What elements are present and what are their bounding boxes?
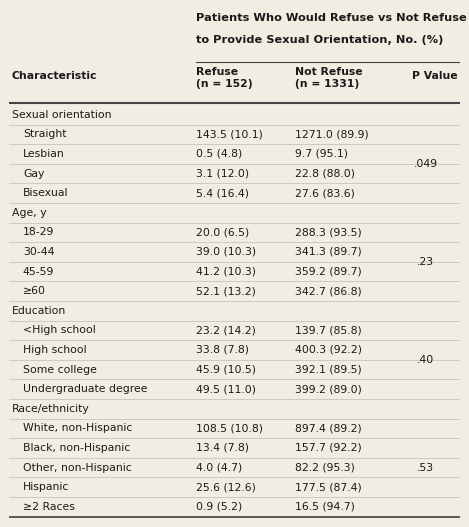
Text: Straight: Straight bbox=[23, 129, 67, 139]
Text: ≥2 Races: ≥2 Races bbox=[23, 502, 75, 512]
Text: 392.1 (89.5): 392.1 (89.5) bbox=[295, 365, 362, 375]
Text: 20.0 (6.5): 20.0 (6.5) bbox=[196, 227, 250, 237]
Text: 25.6 (12.6): 25.6 (12.6) bbox=[196, 482, 256, 492]
Text: 399.2 (89.0): 399.2 (89.0) bbox=[295, 384, 362, 394]
Text: Sexual orientation: Sexual orientation bbox=[12, 110, 111, 120]
Text: 27.6 (83.6): 27.6 (83.6) bbox=[295, 188, 355, 198]
Text: Undergraduate degree: Undergraduate degree bbox=[23, 384, 147, 394]
Text: 16.5 (94.7): 16.5 (94.7) bbox=[295, 502, 355, 512]
Text: 39.0 (10.3): 39.0 (10.3) bbox=[196, 247, 257, 257]
Text: High school: High school bbox=[23, 345, 86, 355]
Text: White, non-Hispanic: White, non-Hispanic bbox=[23, 423, 132, 433]
Text: 0.9 (5.2): 0.9 (5.2) bbox=[196, 502, 242, 512]
Text: .40: .40 bbox=[417, 355, 434, 365]
Text: Characteristic: Characteristic bbox=[12, 72, 97, 81]
Text: 139.7 (85.8): 139.7 (85.8) bbox=[295, 325, 362, 335]
Text: 18-29: 18-29 bbox=[23, 227, 54, 237]
Text: to Provide Sexual Orientation, No. (%): to Provide Sexual Orientation, No. (%) bbox=[196, 35, 444, 45]
Text: 177.5 (87.4): 177.5 (87.4) bbox=[295, 482, 362, 492]
Text: 52.1 (13.2): 52.1 (13.2) bbox=[196, 286, 256, 296]
Text: 41.2 (10.3): 41.2 (10.3) bbox=[196, 267, 256, 277]
Text: Patients Who Would Refuse vs Not Refuse: Patients Who Would Refuse vs Not Refuse bbox=[196, 13, 467, 23]
Text: 0.5 (4.8): 0.5 (4.8) bbox=[196, 149, 242, 159]
Text: 4.0 (4.7): 4.0 (4.7) bbox=[196, 463, 242, 473]
Text: Black, non-Hispanic: Black, non-Hispanic bbox=[23, 443, 130, 453]
Text: 400.3 (92.2): 400.3 (92.2) bbox=[295, 345, 362, 355]
Text: 30-44: 30-44 bbox=[23, 247, 54, 257]
Text: 341.3 (89.7): 341.3 (89.7) bbox=[295, 247, 362, 257]
Text: Gay: Gay bbox=[23, 169, 44, 179]
Text: 5.4 (16.4): 5.4 (16.4) bbox=[196, 188, 249, 198]
Text: 82.2 (95.3): 82.2 (95.3) bbox=[295, 463, 355, 473]
Text: 33.8 (7.8): 33.8 (7.8) bbox=[196, 345, 249, 355]
Text: 897.4 (89.2): 897.4 (89.2) bbox=[295, 423, 362, 433]
Text: Not Refuse
(n = 1331): Not Refuse (n = 1331) bbox=[295, 67, 363, 89]
Text: 23.2 (14.2): 23.2 (14.2) bbox=[196, 325, 256, 335]
Text: 108.5 (10.8): 108.5 (10.8) bbox=[196, 423, 263, 433]
Text: <High school: <High school bbox=[23, 325, 96, 335]
Text: Refuse
(n = 152): Refuse (n = 152) bbox=[196, 67, 253, 89]
Text: .53: .53 bbox=[417, 463, 434, 473]
Text: Lesbian: Lesbian bbox=[23, 149, 65, 159]
Text: 342.7 (86.8): 342.7 (86.8) bbox=[295, 286, 362, 296]
Text: Race/ethnicity: Race/ethnicity bbox=[12, 404, 90, 414]
Text: .049: .049 bbox=[414, 159, 438, 169]
Text: Some college: Some college bbox=[23, 365, 97, 375]
Text: 1271.0 (89.9): 1271.0 (89.9) bbox=[295, 129, 369, 139]
Text: 13.4 (7.8): 13.4 (7.8) bbox=[196, 443, 249, 453]
Text: 45-59: 45-59 bbox=[23, 267, 54, 277]
Text: 9.7 (95.1): 9.7 (95.1) bbox=[295, 149, 348, 159]
Text: 22.8 (88.0): 22.8 (88.0) bbox=[295, 169, 356, 179]
Text: ≥60: ≥60 bbox=[23, 286, 46, 296]
Text: P Value: P Value bbox=[412, 72, 458, 81]
Text: 45.9 (10.5): 45.9 (10.5) bbox=[196, 365, 256, 375]
Text: 143.5 (10.1): 143.5 (10.1) bbox=[196, 129, 263, 139]
Text: .23: .23 bbox=[417, 257, 434, 267]
Text: Other, non-Hispanic: Other, non-Hispanic bbox=[23, 463, 132, 473]
Text: 359.2 (89.7): 359.2 (89.7) bbox=[295, 267, 362, 277]
Text: Hispanic: Hispanic bbox=[23, 482, 69, 492]
Text: 157.7 (92.2): 157.7 (92.2) bbox=[295, 443, 362, 453]
Text: 3.1 (12.0): 3.1 (12.0) bbox=[196, 169, 250, 179]
Text: Age, y: Age, y bbox=[12, 208, 46, 218]
Text: Education: Education bbox=[12, 306, 66, 316]
Text: Bisexual: Bisexual bbox=[23, 188, 68, 198]
Text: 288.3 (93.5): 288.3 (93.5) bbox=[295, 227, 362, 237]
Text: 49.5 (11.0): 49.5 (11.0) bbox=[196, 384, 256, 394]
